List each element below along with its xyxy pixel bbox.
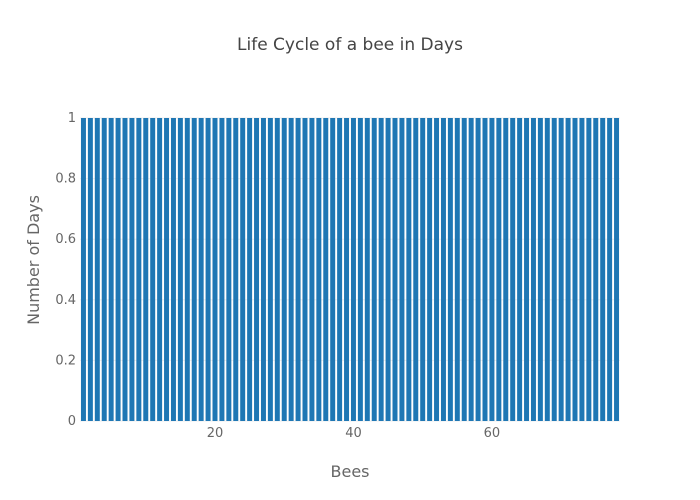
bar[interactable] bbox=[80, 118, 86, 421]
bar[interactable] bbox=[205, 118, 211, 421]
bar[interactable] bbox=[191, 118, 197, 421]
bar[interactable] bbox=[184, 118, 190, 421]
bar[interactable] bbox=[517, 118, 523, 421]
bar[interactable] bbox=[177, 118, 183, 421]
bar[interactable] bbox=[344, 118, 350, 421]
y-tick-label: 0.2 bbox=[55, 353, 76, 368]
x-tick-label: 60 bbox=[484, 426, 501, 441]
bar[interactable] bbox=[607, 118, 613, 421]
bar[interactable] bbox=[233, 118, 239, 421]
bar[interactable] bbox=[330, 118, 336, 421]
bar[interactable] bbox=[537, 118, 543, 421]
bar[interactable] bbox=[164, 118, 170, 421]
bar[interactable] bbox=[586, 118, 592, 421]
bar[interactable] bbox=[468, 118, 474, 421]
bar[interactable] bbox=[122, 118, 128, 421]
bar[interactable] bbox=[302, 118, 308, 421]
y-tick-label: 0 bbox=[68, 414, 76, 429]
bar[interactable] bbox=[420, 118, 426, 421]
bar[interactable] bbox=[136, 118, 142, 421]
bar[interactable] bbox=[378, 118, 384, 421]
bar[interactable] bbox=[129, 118, 135, 421]
bar[interactable] bbox=[579, 118, 585, 421]
bar[interactable] bbox=[593, 118, 599, 421]
bar[interactable] bbox=[440, 118, 446, 421]
bar[interactable] bbox=[157, 118, 163, 421]
bar[interactable] bbox=[461, 118, 467, 421]
bar[interactable] bbox=[198, 118, 204, 421]
bar[interactable] bbox=[489, 118, 495, 421]
bar[interactable] bbox=[350, 118, 356, 421]
bar[interactable] bbox=[267, 118, 273, 421]
bar[interactable] bbox=[558, 118, 564, 421]
bar[interactable] bbox=[447, 118, 453, 421]
bar[interactable] bbox=[510, 118, 516, 421]
x-axis-title: Bees bbox=[331, 462, 370, 481]
bar[interactable] bbox=[115, 118, 121, 421]
bar[interactable] bbox=[475, 118, 481, 421]
x-ticks-layer: 20 40 60 bbox=[207, 426, 500, 441]
bar[interactable] bbox=[260, 118, 266, 421]
bar[interactable] bbox=[614, 118, 620, 421]
y-tick-label: 0.4 bbox=[55, 293, 76, 308]
bar[interactable] bbox=[530, 118, 536, 421]
bar[interactable] bbox=[288, 118, 294, 421]
bar[interactable] bbox=[503, 118, 509, 421]
y-ticks-layer: 0 0.2 0.4 0.6 0.8 1 bbox=[55, 111, 76, 429]
bar[interactable] bbox=[413, 118, 419, 421]
bar[interactable] bbox=[572, 118, 578, 421]
bar[interactable] bbox=[309, 118, 315, 421]
bar[interactable] bbox=[240, 118, 246, 421]
bar[interactable] bbox=[316, 118, 322, 421]
bar[interactable] bbox=[482, 118, 488, 421]
bar[interactable] bbox=[357, 118, 363, 421]
bar[interactable] bbox=[212, 118, 218, 421]
bar[interactable] bbox=[600, 118, 606, 421]
y-tick-label: 0.8 bbox=[55, 172, 76, 187]
bars-layer bbox=[80, 118, 620, 421]
bar[interactable] bbox=[170, 118, 176, 421]
bar[interactable] bbox=[434, 118, 440, 421]
bar[interactable] bbox=[399, 118, 405, 421]
x-tick-label: 20 bbox=[207, 426, 224, 441]
bar[interactable] bbox=[364, 118, 370, 421]
bar[interactable] bbox=[406, 118, 412, 421]
y-tick-label: 1 bbox=[68, 111, 76, 126]
bar[interactable] bbox=[281, 118, 287, 421]
y-axis-title: Number of Days bbox=[24, 195, 43, 325]
bar[interactable] bbox=[337, 118, 343, 421]
x-tick-label: 40 bbox=[345, 426, 362, 441]
bar[interactable] bbox=[371, 118, 377, 421]
bar[interactable] bbox=[385, 118, 391, 421]
bar[interactable] bbox=[150, 118, 156, 421]
bar[interactable] bbox=[254, 118, 260, 421]
bar[interactable] bbox=[544, 118, 550, 421]
bar[interactable] bbox=[101, 118, 107, 421]
bar[interactable] bbox=[274, 118, 280, 421]
bar[interactable] bbox=[565, 118, 571, 421]
bar[interactable] bbox=[143, 118, 149, 421]
bar[interactable] bbox=[108, 118, 114, 421]
chart-title: Life Cycle of a bee in Days bbox=[237, 35, 463, 55]
bar[interactable] bbox=[94, 118, 100, 421]
bar[interactable] bbox=[551, 118, 557, 421]
bar[interactable] bbox=[496, 118, 502, 421]
bar[interactable] bbox=[323, 118, 329, 421]
bar[interactable] bbox=[87, 118, 93, 421]
bar[interactable] bbox=[454, 118, 460, 421]
grid-layer bbox=[80, 117, 620, 422]
bar[interactable] bbox=[247, 118, 253, 421]
bar[interactable] bbox=[392, 118, 398, 421]
bar[interactable] bbox=[524, 118, 530, 421]
bar[interactable] bbox=[226, 118, 232, 421]
bar[interactable] bbox=[219, 118, 225, 421]
bar[interactable] bbox=[295, 118, 301, 421]
bar[interactable] bbox=[427, 118, 433, 421]
y-tick-label: 0.6 bbox=[55, 232, 76, 247]
